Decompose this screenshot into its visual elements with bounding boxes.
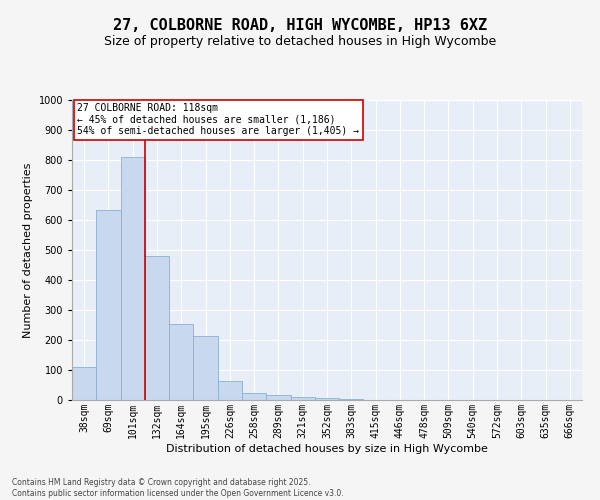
Bar — [315, 398, 339, 400]
Text: 27 COLBORNE ROAD: 118sqm
← 45% of detached houses are smaller (1,186)
54% of sem: 27 COLBORNE ROAD: 118sqm ← 45% of detach… — [77, 103, 359, 136]
Bar — [121, 157, 145, 400]
Bar — [290, 397, 315, 400]
Bar — [339, 398, 364, 400]
X-axis label: Distribution of detached houses by size in High Wycombe: Distribution of detached houses by size … — [166, 444, 488, 454]
Bar — [145, 256, 169, 400]
Text: 27, COLBORNE ROAD, HIGH WYCOMBE, HP13 6XZ: 27, COLBORNE ROAD, HIGH WYCOMBE, HP13 6X… — [113, 18, 487, 32]
Bar — [193, 336, 218, 400]
Y-axis label: Number of detached properties: Number of detached properties — [23, 162, 33, 338]
Bar — [218, 380, 242, 400]
Bar — [266, 394, 290, 400]
Text: Contains HM Land Registry data © Crown copyright and database right 2025.
Contai: Contains HM Land Registry data © Crown c… — [12, 478, 344, 498]
Text: Size of property relative to detached houses in High Wycombe: Size of property relative to detached ho… — [104, 35, 496, 48]
Bar — [96, 210, 121, 400]
Bar — [169, 324, 193, 400]
Bar — [72, 367, 96, 400]
Bar — [242, 392, 266, 400]
